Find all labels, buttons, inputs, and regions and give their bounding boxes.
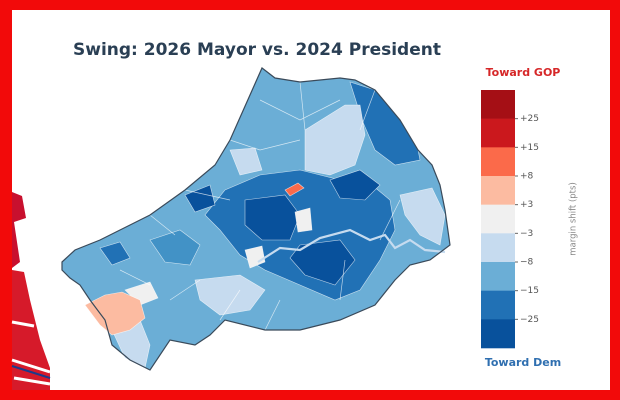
legend-tick-label: −3: [520, 229, 533, 239]
legend-bin: [481, 233, 515, 263]
map-title: Swing: 2026 Mayor vs. 2024 President: [73, 40, 441, 60]
river: [257, 228, 446, 263]
legend-tick-label: −15: [520, 286, 539, 296]
side-shape: [12, 192, 26, 268]
legend-bin: [481, 176, 515, 205]
precinct: [99, 241, 131, 266]
precinct: [184, 184, 216, 213]
legend-tick-label: +25: [520, 114, 539, 124]
precinct: [229, 147, 263, 176]
side-shape: [12, 270, 50, 390]
precinct: [294, 207, 313, 233]
legend-tick-label: +8: [520, 172, 534, 182]
legend-bin: [481, 204, 515, 234]
legend-bin: [481, 118, 515, 148]
precinct: [329, 169, 381, 201]
side-stripe: [11, 320, 51, 386]
legend-bin: [481, 262, 515, 291]
precinct: [244, 194, 301, 241]
precinct: [194, 274, 266, 316]
county-outline: [61, 67, 451, 371]
legend-tick-label: +3: [520, 200, 533, 210]
legend-bin: [481, 290, 515, 320]
precinct: [84, 291, 146, 336]
legend-bin: [481, 90, 515, 119]
legend-bottom-label: Toward Dem: [485, 356, 561, 369]
side-graphic: [11, 192, 51, 390]
precinct: [149, 229, 201, 266]
precinct: [289, 239, 356, 286]
precinct: [284, 182, 305, 197]
legend-axis-label: margin shift (pts): [569, 182, 579, 256]
legend-top-label: Toward GOP: [486, 66, 561, 79]
legend-tick-label: −25: [520, 315, 539, 325]
legend-bin: [481, 319, 515, 349]
legend: Toward GOP Toward Dem margin shift (pts)…: [481, 66, 579, 369]
legend-tick-label: −8: [520, 258, 534, 268]
legend-bin: [481, 147, 515, 177]
precinct: [399, 187, 446, 246]
precinct: [304, 104, 366, 176]
map: [61, 67, 451, 371]
precinct-borders: [119, 81, 401, 331]
precinct: [244, 245, 266, 269]
legend-tick-label: +15: [520, 143, 539, 153]
side-stripe: [11, 365, 51, 379]
